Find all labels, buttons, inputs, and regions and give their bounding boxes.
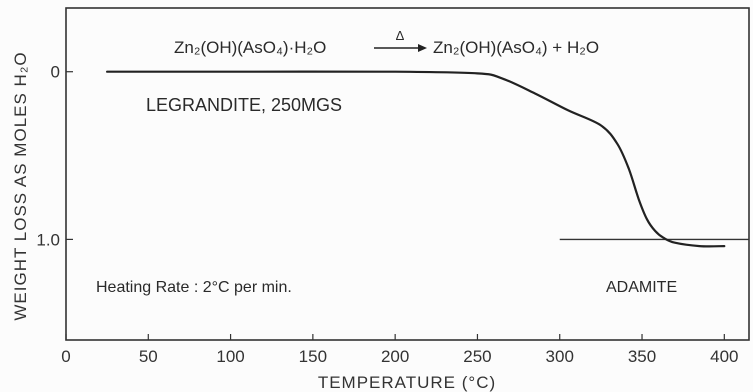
x-tick-label: 250	[463, 347, 491, 366]
arrow-head-icon	[418, 44, 427, 52]
x-tick-label: 0	[61, 347, 70, 366]
x-tick-label: 200	[381, 347, 409, 366]
x-tick-label: 50	[139, 347, 158, 366]
y-ticks: 01.0	[36, 63, 73, 249]
y-tick-label: 0	[51, 63, 60, 82]
reaction-reactant: Zn₂(OH)(AsO₄)·H₂O	[174, 38, 326, 57]
x-axis-title: TEMPERATURE (°C)	[318, 373, 496, 392]
x-tick-label: 350	[628, 347, 656, 366]
reaction-product: Zn₂(OH)(AsO₄) + H₂O	[433, 38, 599, 57]
reaction-delta: Δ	[396, 28, 405, 43]
x-tick-label: 300	[546, 347, 574, 366]
y-axis-title: WEIGHT LOSS AS MOLES H₂O	[11, 51, 30, 320]
x-tick-label: 100	[216, 347, 244, 366]
product-label: ADAMITE	[606, 279, 677, 296]
x-tick-label: 150	[299, 347, 327, 366]
heating-rate-label: Heating Rate : 2°C per min.	[96, 279, 292, 296]
series-line	[106, 70, 726, 248]
y-tick-label: 1.0	[36, 230, 60, 249]
sample-label: LEGRANDITE, 250MGS	[146, 95, 342, 115]
x-ticks: 0 50 100 150 200 250 300 350 400	[61, 334, 739, 366]
plot-frame	[65, 7, 750, 341]
x-tick-label: 400	[710, 347, 738, 366]
